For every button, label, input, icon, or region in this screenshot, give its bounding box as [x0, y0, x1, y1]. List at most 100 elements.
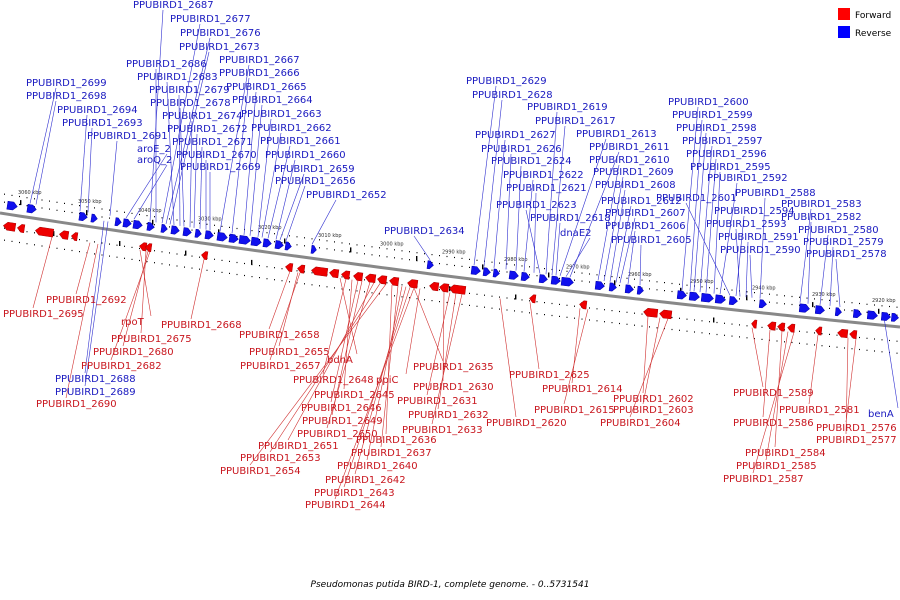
- label-leader: [249, 104, 263, 236]
- scale-tick: [641, 313, 643, 315]
- major-tick: [350, 247, 352, 253]
- scale-tick: [56, 209, 58, 211]
- scale-tick: [131, 246, 133, 248]
- scale-tick: [874, 350, 875, 352]
- scale-tick: [394, 295, 395, 297]
- scale-tick: [184, 220, 185, 222]
- gene-label: PPUBIRD1_2631: [397, 396, 478, 407]
- label-leader: [278, 272, 299, 347]
- scale-tick: [679, 283, 680, 285]
- reverse-gene-arrow: [834, 307, 842, 317]
- major-tick: [515, 294, 517, 300]
- label-leader: [366, 286, 403, 461]
- scale-tick: [236, 227, 238, 230]
- gene-label: PPUBIRD1_2605: [611, 235, 692, 246]
- gene-label: PPUBIRD1_2687: [133, 0, 214, 11]
- scale-tick: [686, 330, 688, 332]
- scale-tick: [281, 242, 283, 244]
- gene-label: PPUBIRD1_2637: [351, 448, 432, 459]
- scale-tick: [364, 245, 365, 247]
- scale-tick: [514, 298, 515, 300]
- gene-label: PPUBIRD1_2595: [690, 162, 771, 173]
- gene-label: PPUBIRD1_2622: [503, 170, 584, 181]
- scale-tick: [334, 287, 335, 289]
- scale-tick: [424, 261, 425, 263]
- scale-tick: [754, 338, 755, 340]
- gene-label: PPUBIRD1_2612: [601, 196, 682, 207]
- reverse-gene-arrow: [560, 276, 574, 287]
- scale-tick: [311, 238, 313, 240]
- scale-tick: [491, 261, 493, 263]
- scale-tick: [296, 270, 298, 272]
- scale-tick: [26, 197, 28, 199]
- scale-tick: [4, 227, 5, 229]
- label-leader: [149, 9, 164, 222]
- label-leader: [639, 244, 642, 286]
- label-leader: [322, 278, 347, 375]
- scale-tick: [829, 333, 830, 335]
- scale-tick: [439, 255, 440, 257]
- gene-label: PPUBIRD1_2583: [781, 199, 862, 210]
- scale-tick: [889, 305, 890, 308]
- label-leader: [765, 331, 789, 461]
- scale-label: 2940 kbp: [752, 286, 776, 292]
- gene-label: PPUBIRD1_2693: [62, 118, 143, 129]
- scale-tick: [401, 250, 403, 252]
- scale-tick: [379, 255, 380, 257]
- scale-tick: [604, 275, 605, 277]
- scale-tick: [304, 237, 305, 239]
- reverse-gene-arrow: [470, 265, 481, 275]
- scale-tick: [649, 326, 650, 328]
- scale-tick: [896, 340, 898, 342]
- scale-tick: [11, 194, 13, 196]
- gene-label: PPUBIRD1_2627: [475, 130, 556, 141]
- scale-tick: [844, 347, 845, 349]
- label-leader: [354, 286, 407, 475]
- label-leader: [75, 242, 91, 295]
- scale-tick: [574, 305, 575, 307]
- scale-tick: [431, 262, 433, 264]
- scale-tick: [716, 287, 718, 290]
- scale-tick: [349, 289, 350, 291]
- scale-tick: [836, 300, 838, 302]
- scale-tick: [529, 274, 530, 276]
- scale-tick: [581, 272, 583, 274]
- scale-tick: [356, 252, 358, 254]
- gene-label: PPUBIRD1_2642: [325, 475, 406, 486]
- gene-label: PPUBIRD1_2589: [733, 388, 814, 399]
- scale-tick: [566, 270, 568, 272]
- scale-tick: [281, 268, 283, 270]
- label-leader: [533, 192, 537, 273]
- reverse-gene-arrow: [122, 218, 132, 228]
- gene-label: PPUBIRD1_2677: [170, 14, 251, 25]
- scale-tick: [671, 316, 673, 319]
- reverse-gene-arrow: [132, 219, 143, 230]
- scale-tick: [401, 258, 403, 260]
- label-leader: [735, 215, 745, 297]
- scale-tick: [131, 220, 133, 222]
- gene-label: PPUBIRD1_2593: [706, 219, 787, 230]
- label-leader: [311, 199, 337, 245]
- gene-label: PPUBIRD1_2579: [803, 237, 884, 248]
- genes: [3, 200, 899, 339]
- scale-tick: [626, 277, 628, 279]
- legend-reverse-swatch: [838, 26, 850, 38]
- label-leader: [545, 111, 558, 275]
- gene-label: PPUBIRD1_2621: [506, 183, 587, 194]
- gene-label: PPUBIRD1_2592: [707, 173, 788, 184]
- gene-label: PPUBIRD1_2644: [305, 500, 386, 511]
- gene-label: PPUBIRD1_2689: [55, 387, 136, 398]
- gene-label: PPUBIRD1_2656: [275, 176, 356, 187]
- scale-tick: [251, 276, 253, 278]
- scale-tick: [559, 269, 560, 271]
- scale-tick: [146, 215, 148, 217]
- scale-tick: [326, 248, 328, 250]
- scale-tick: [656, 327, 658, 329]
- label-leader: [249, 283, 387, 466]
- scale-tick: [161, 251, 163, 253]
- scale-tick: [26, 231, 28, 233]
- label-leader: [845, 337, 849, 435]
- scale-tick: [154, 250, 155, 252]
- reverse-gene-arrow: [6, 200, 18, 211]
- label-leader: [473, 85, 497, 266]
